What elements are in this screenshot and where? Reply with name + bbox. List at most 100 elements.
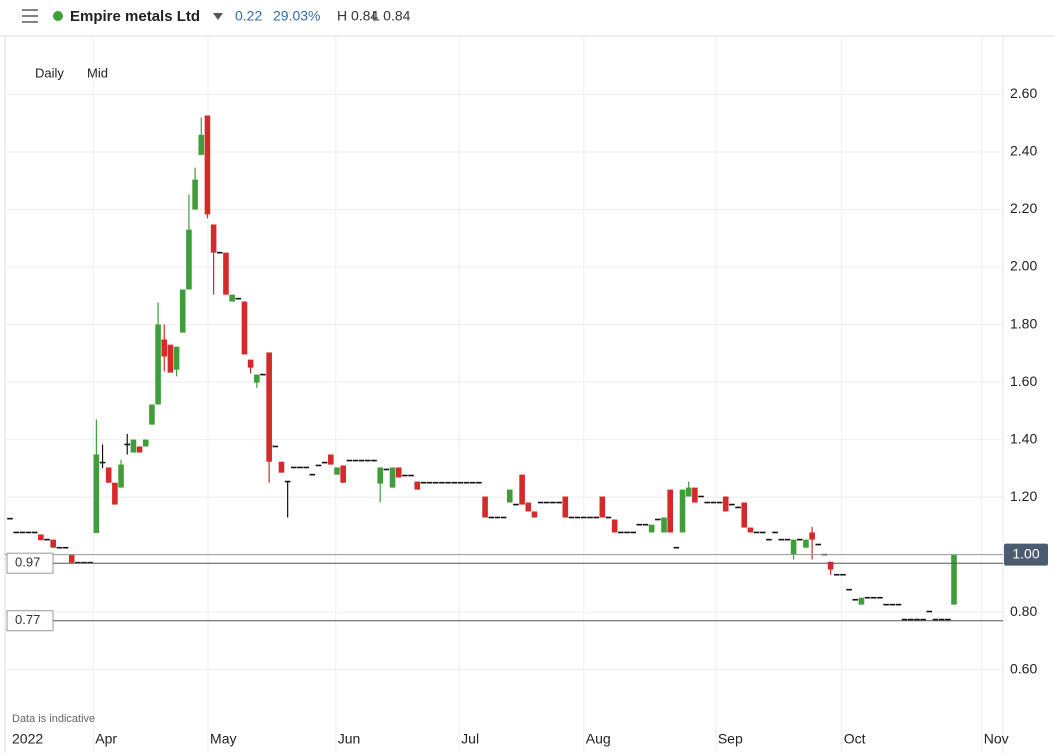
candle-body (149, 404, 155, 425)
x-tick-label: May (210, 731, 236, 747)
candle-body (883, 603, 889, 606)
low: L 0.84 (372, 8, 411, 24)
candle-body (315, 464, 322, 467)
candle-body (469, 481, 476, 484)
y-tick-label: 2.60 (1010, 85, 1037, 101)
candle-body (568, 516, 575, 519)
candle-body (383, 468, 390, 471)
candle-body (611, 519, 618, 533)
candle-body (130, 439, 137, 453)
y-tick-label: 0.60 (1010, 660, 1037, 676)
x-tick-label: 2022 (12, 731, 43, 747)
candle-body (858, 597, 865, 605)
candle-body (932, 618, 939, 621)
candle-body (513, 503, 519, 506)
candle-body (636, 523, 643, 526)
candle-body (291, 466, 297, 469)
candle-body (389, 467, 396, 488)
dropdown-caret[interactable] (213, 13, 223, 20)
candle-body (914, 618, 920, 621)
candle-body (426, 481, 433, 484)
candle-body (50, 539, 56, 548)
candle-body (210, 224, 217, 253)
last-price-label: 1.00 (1012, 545, 1039, 561)
header: Empire metals Ltd 0.22 29.03% H 0.84 L 0… (0, 8, 1055, 37)
candle-body (895, 603, 902, 606)
candle-body (321, 461, 328, 464)
candle-body (951, 554, 957, 605)
candle-body (692, 487, 698, 503)
candle-body (673, 546, 680, 549)
candle-body (309, 473, 316, 476)
candle-body (235, 297, 242, 300)
candle-body (790, 539, 797, 555)
candle-body (346, 459, 353, 462)
candle-body (38, 534, 44, 541)
candle-body (93, 454, 100, 534)
candle-body (414, 481, 421, 490)
candle-body (938, 618, 945, 621)
candle-body (587, 516, 593, 519)
candle-body (815, 543, 822, 546)
candle-body (260, 373, 266, 376)
candle-body (432, 481, 439, 484)
y-tick-label: 1.80 (1010, 315, 1037, 331)
candle-body (901, 618, 908, 621)
candle-body (179, 289, 186, 333)
candle-body (303, 466, 309, 469)
candle-body (340, 465, 346, 483)
candle-body (506, 489, 513, 503)
candle-body (642, 523, 649, 526)
candle-body (889, 603, 896, 606)
candle-body (488, 516, 495, 519)
instrument-name[interactable]: Empire metals Ltd (70, 8, 200, 25)
candle-body (81, 561, 87, 564)
candle-body (420, 481, 427, 484)
candle-body (186, 229, 192, 290)
candle-body (142, 439, 149, 447)
y-tick-label: 1.20 (1010, 488, 1037, 504)
candle-body (463, 481, 470, 484)
candle-body (784, 538, 791, 541)
candle-body (685, 487, 692, 497)
candle-body (531, 511, 538, 518)
candle-body (352, 459, 359, 462)
candle-body (161, 339, 168, 357)
candle-body (334, 467, 340, 475)
candle-body (945, 618, 951, 621)
candle-body (766, 538, 772, 541)
candle-body (272, 445, 279, 448)
y-tick-label: 0.80 (1010, 603, 1037, 619)
price-line-label: 0.97 (15, 555, 40, 570)
candle-body (877, 596, 883, 599)
candle-body (241, 301, 248, 355)
candle-body (630, 531, 636, 534)
candle-body (377, 467, 383, 484)
candle-body (624, 531, 630, 534)
x-tick-label: Jun (338, 731, 361, 747)
candle-body (494, 516, 501, 519)
candle-body (297, 466, 303, 469)
interval[interactable]: Daily (35, 65, 64, 80)
high: H 0.84 (337, 8, 378, 24)
candle-body (358, 459, 365, 462)
x-tick-label: Sep (718, 731, 743, 747)
price-type[interactable]: Mid (87, 65, 108, 80)
candle-body (451, 481, 458, 484)
candle-body (759, 531, 766, 534)
plot (7, 115, 957, 621)
menu-icon[interactable] (22, 9, 38, 23)
candle-body (852, 598, 859, 601)
candle-body (173, 346, 180, 370)
candle-body (519, 474, 525, 505)
candle-body (722, 496, 729, 512)
candle-body (581, 516, 587, 519)
candle-body (846, 588, 852, 591)
candle-body (112, 482, 118, 505)
candle-body (747, 527, 754, 533)
candle-body (99, 461, 106, 464)
candle-body (7, 517, 13, 520)
candle-body (908, 618, 914, 621)
candle-body (543, 501, 550, 504)
